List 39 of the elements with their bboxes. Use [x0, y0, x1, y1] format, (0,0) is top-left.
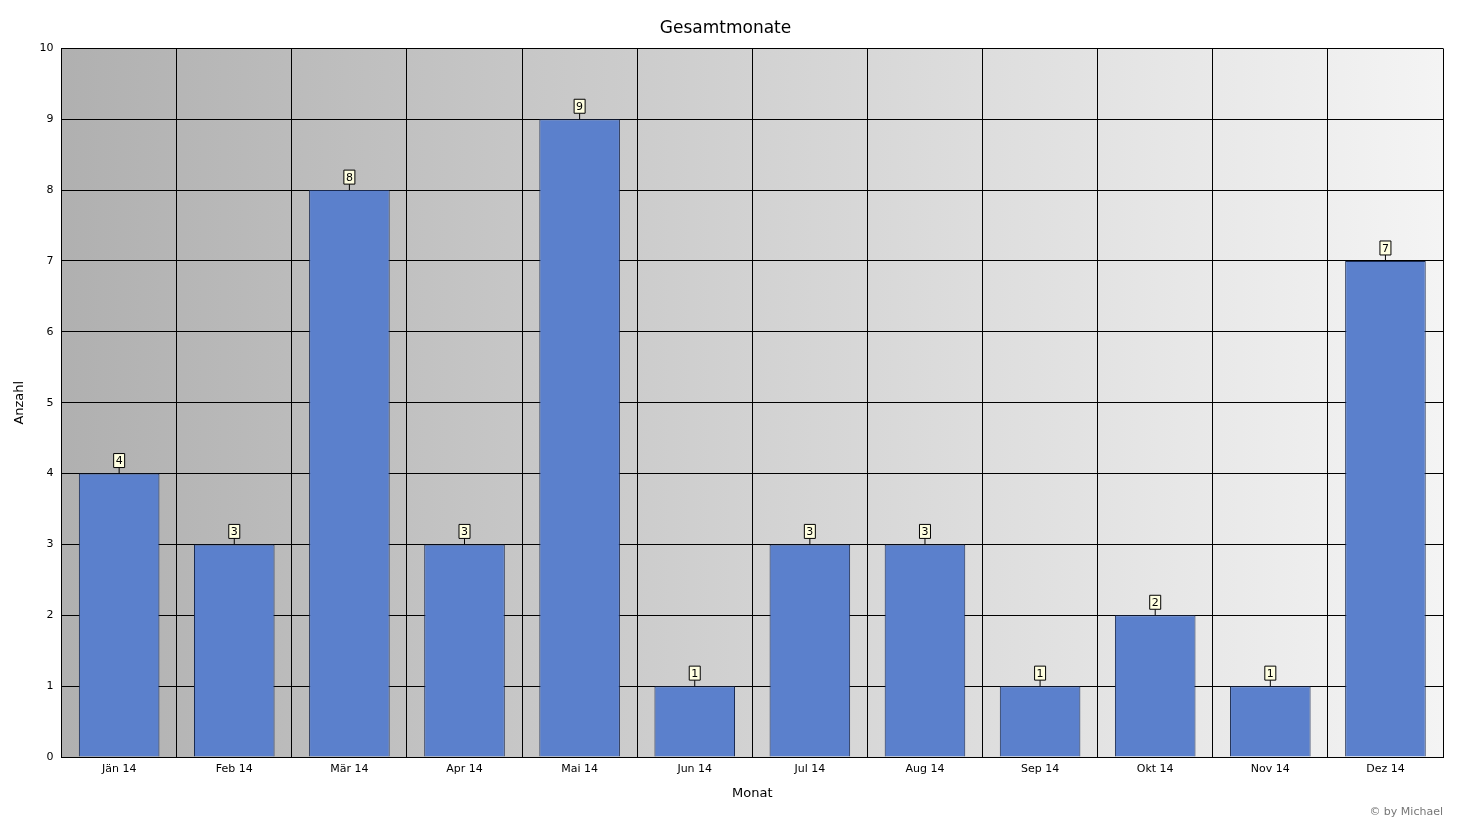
- x-tick-label: Aug 14: [905, 762, 945, 776]
- x-tick-label: Dez 14: [1366, 762, 1405, 776]
- y-tick-label: 7: [46, 253, 54, 267]
- x-tick-label: Nov 14: [1250, 762, 1290, 776]
- data-label: 1: [1036, 667, 1044, 680]
- y-tick-label: 4: [46, 466, 54, 480]
- y-tick-label: 5: [46, 395, 54, 409]
- x-tick-label: Mai 14: [561, 762, 599, 776]
- x-tick-label: Jul 14: [793, 762, 826, 776]
- x-tick-label: Sep 14: [1020, 762, 1060, 776]
- y-tick-label: 10: [39, 41, 54, 55]
- data-label: 3: [921, 525, 929, 539]
- y-tick-label: 9: [46, 112, 54, 126]
- y-tick-label: 8: [46, 182, 54, 196]
- data-label: 9: [576, 100, 584, 114]
- x-tick-label: Mär 14: [330, 762, 369, 776]
- y-axis-title: Anzahl: [11, 380, 27, 425]
- data-label: 2: [1151, 596, 1159, 610]
- data-label: 1: [691, 667, 699, 680]
- y-tick-label: 3: [46, 537, 54, 551]
- data-label: 4: [115, 454, 123, 468]
- data-label: 3: [230, 525, 238, 539]
- y-tick-label: 1: [46, 679, 54, 692]
- data-label: 3: [461, 525, 469, 539]
- data-label: 3: [806, 525, 814, 539]
- data-label: 8: [345, 170, 353, 184]
- data-label: 7: [1381, 241, 1389, 255]
- x-tick-label: Jun 14: [676, 762, 713, 776]
- x-axis-title: Monat: [732, 785, 773, 801]
- x-tick-label: Okt 14: [1136, 762, 1174, 776]
- x-tick-label: Apr 14: [446, 762, 483, 776]
- text: © by Michael: [1369, 805, 1443, 819]
- y-tick-label: 6: [46, 324, 54, 338]
- y-tick-label: 0: [46, 749, 54, 763]
- data-label: 1: [1266, 667, 1274, 680]
- y-tick-label: 2: [46, 608, 54, 622]
- x-tick-label: Jän 14: [100, 762, 137, 776]
- x-tick-label: Feb 14: [215, 762, 253, 776]
- chart-title: Gesamtmonate: [659, 16, 792, 37]
